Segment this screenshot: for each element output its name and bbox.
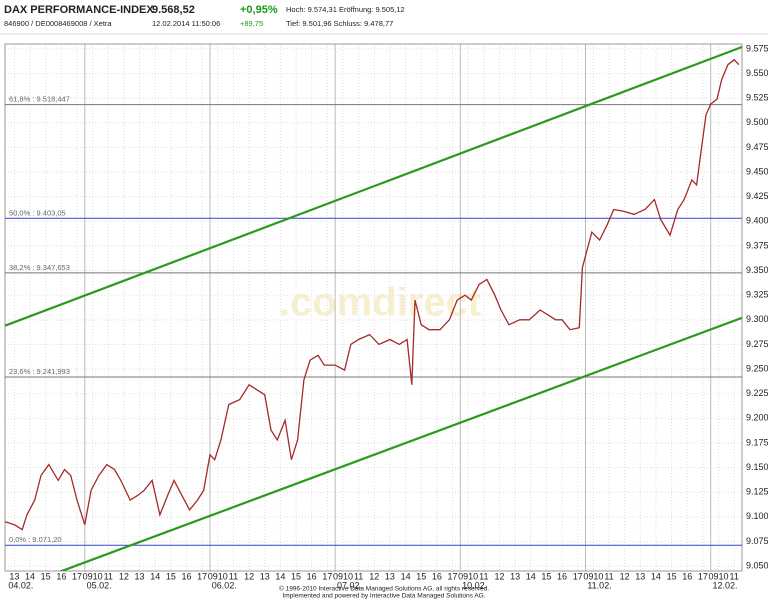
watermark: .comdirect [279, 281, 481, 325]
x-tick-label: 15 [291, 571, 301, 581]
y-tick-label: 9.125 [746, 487, 768, 497]
change-pct: +0,95% [240, 4, 278, 16]
x-tick-label: 14 [150, 571, 160, 581]
level-label: 23,6% : 9.241,993 [9, 367, 70, 376]
high-open: Hoch: 9.574,31 Eröffnung: 9.505,12 [286, 5, 405, 14]
x-tick-label: 0910 [83, 571, 103, 581]
y-tick-label: 9.225 [746, 388, 768, 398]
x-tick-label: 12 [244, 571, 254, 581]
x-tick-label: 14 [401, 571, 411, 581]
x-tick-label: 12 [494, 571, 504, 581]
day-label: 12.02. [713, 580, 738, 590]
channel-line [58, 316, 742, 571]
day-label: 07.02. [337, 580, 362, 590]
channel-line [5, 45, 742, 327]
x-tick-label: 11 [604, 571, 613, 581]
x-tick-label: 11 [730, 571, 739, 581]
x-tick-label: 0910 [333, 571, 353, 581]
day-label: 06.02. [212, 580, 237, 590]
y-tick-label: 9.175 [746, 437, 768, 447]
y-tick-label: 9.200 [746, 413, 768, 423]
x-tick-label: 15 [41, 571, 51, 581]
x-tick-label: 11 [354, 571, 363, 581]
x-tick-label: 15 [416, 571, 426, 581]
x-tick-label: 0910 [458, 571, 478, 581]
chart-title: DAX PERFORMANCE-INDEX [4, 4, 154, 16]
x-tick-label: 0910 [583, 571, 603, 581]
x-tick-label: 15 [541, 571, 551, 581]
x-tick-label: 14 [275, 571, 285, 581]
x-tick-label: 13 [260, 571, 270, 581]
x-tick-label: 17 [698, 571, 708, 581]
x-tick-label: 13 [135, 571, 145, 581]
x-tick-label: 11 [479, 571, 488, 581]
x-tick-label: 11 [104, 571, 113, 581]
y-tick-label: 9.325 [746, 290, 768, 300]
day-label: 05.02. [87, 580, 112, 590]
last-price: 9.568,52 [152, 4, 195, 16]
y-tick-label: 9.550 [746, 68, 768, 78]
y-tick-label: 9.400 [746, 216, 768, 226]
x-tick-label: 12 [119, 571, 129, 581]
y-tick-label: 9.350 [746, 265, 768, 275]
x-tick-label: 13 [510, 571, 520, 581]
x-tick-label: 0910 [709, 571, 729, 581]
y-tick-label: 9.075 [746, 536, 768, 546]
y-tick-label: 9.525 [746, 93, 768, 103]
powered-by: Implemented and powered by Interactive D… [282, 593, 485, 600]
x-tick-label: 17 [72, 571, 82, 581]
level-label: 50,0% : 9.403,05 [9, 208, 66, 217]
x-tick-label: 16 [56, 571, 66, 581]
day-label: 11.02. [587, 580, 611, 590]
x-tick-label: 17 [573, 571, 583, 581]
x-tick-label: 16 [682, 571, 692, 581]
x-tick-label: 17 [322, 571, 332, 581]
level-label: 61,8% : 9.518,447 [9, 95, 70, 104]
x-tick-label: 16 [557, 571, 567, 581]
y-tick-label: 9.300 [746, 314, 768, 324]
day-label: 10.02. [462, 580, 487, 590]
y-tick-label: 9.100 [746, 511, 768, 521]
y-tick-label: 9.050 [746, 560, 768, 570]
y-tick-label: 9.250 [746, 363, 768, 373]
y-tick-label: 9.375 [746, 240, 768, 250]
x-tick-label: 13 [635, 571, 645, 581]
x-tick-label: 13 [385, 571, 395, 581]
x-tick-label: 12 [369, 571, 379, 581]
y-tick-label: 9.575 [746, 43, 768, 53]
x-tick-label: 14 [25, 571, 35, 581]
x-tick-label: 14 [651, 571, 661, 581]
x-tick-label: 16 [182, 571, 192, 581]
day-label: 04.02. [8, 580, 33, 590]
plot-frame [4, 43, 743, 572]
y-tick-label: 9.450 [746, 166, 768, 176]
y-tick-label: 9.150 [746, 462, 768, 472]
x-tick-label: 11 [229, 571, 238, 581]
x-tick-label: 14 [526, 571, 536, 581]
y-tick-label: 9.425 [746, 191, 768, 201]
y-tick-label: 9.275 [746, 339, 768, 349]
x-tick-label: 16 [432, 571, 442, 581]
y-tick-label: 9.475 [746, 142, 768, 152]
low-close: Tief: 9.501,96 Schluss: 9.478,77 [286, 19, 393, 28]
timestamp: 12.02.2014 11:50:06 [152, 19, 220, 28]
x-tick-label: 17 [448, 571, 458, 581]
copyright: © 1996-2010 Interactive Data Managed Sol… [279, 585, 489, 593]
x-tick-label: 15 [166, 571, 176, 581]
x-tick-label: 16 [307, 571, 317, 581]
change-abs: +89,75 [240, 19, 263, 28]
level-label: 0,0% : 9.071,20 [9, 535, 62, 544]
price-line [5, 58, 740, 531]
level-label: 38,2% : 9.347,653 [9, 263, 70, 272]
x-tick-label: 17 [197, 571, 207, 581]
y-tick-label: 9.500 [746, 117, 768, 127]
x-tick-label: 12 [620, 571, 630, 581]
x-tick-label: 13 [9, 571, 19, 581]
instrument: 846900 / DE0008469008 / Xetra [4, 19, 112, 28]
x-tick-label: 15 [667, 571, 677, 581]
x-tick-label: 0910 [208, 571, 228, 581]
